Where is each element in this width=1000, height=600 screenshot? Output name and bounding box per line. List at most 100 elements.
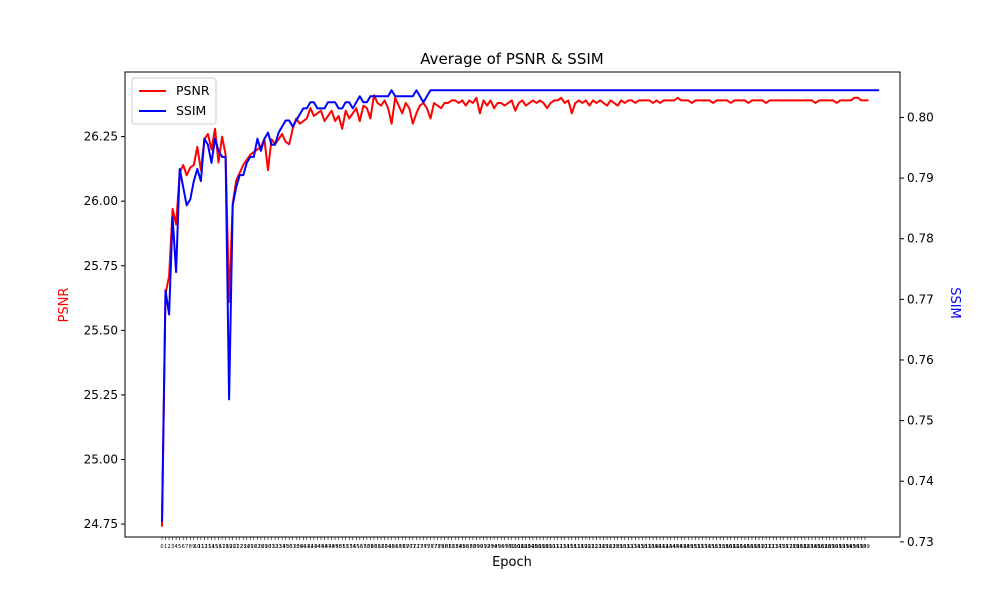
x-tick-label: 54 bbox=[350, 544, 356, 550]
right-y-tick-label: 0.80 bbox=[907, 110, 934, 124]
x-tick-label: 147 bbox=[677, 544, 687, 550]
x-tick-label: 170 bbox=[758, 544, 768, 550]
left-y-tick-label: 25.25 bbox=[84, 388, 118, 402]
x-tick-label: 3 bbox=[171, 544, 174, 550]
x-tick-label: 174 bbox=[772, 544, 782, 550]
x-tick-label: 64 bbox=[385, 544, 391, 550]
x-tick-label: 49 bbox=[332, 544, 338, 550]
x-tick-label: 118 bbox=[574, 544, 584, 550]
legend-label-psnr: PSNR bbox=[176, 83, 210, 98]
x-tick-label: 172 bbox=[765, 544, 775, 550]
x-tick-label: 68 bbox=[399, 544, 405, 550]
left-y-tick-label: 26.00 bbox=[84, 194, 118, 208]
x-tick-label: 65 bbox=[388, 544, 394, 550]
x-tick-label: 23 bbox=[240, 544, 246, 550]
x-tick-label: 191 bbox=[832, 544, 842, 550]
x-tick-label: 67 bbox=[396, 544, 402, 550]
x-tick-label: 100 bbox=[510, 544, 520, 550]
x-tick-label: 34 bbox=[279, 544, 285, 550]
x-tick-label: 183 bbox=[804, 544, 814, 550]
x-tick-label: 9 bbox=[192, 544, 195, 550]
x-tick-label: 112 bbox=[553, 544, 563, 550]
right-y-tick-label: 0.77 bbox=[907, 292, 934, 306]
x-tick-label: 139 bbox=[648, 544, 658, 550]
x-tick-label: 108 bbox=[539, 544, 549, 550]
x-tick-label: 26 bbox=[251, 544, 257, 550]
right-y-tick-label: 0.74 bbox=[907, 474, 934, 488]
plot-frame-layer bbox=[124, 71, 901, 538]
legend: PSNR SSIM bbox=[131, 77, 217, 125]
x-tick-label: 194 bbox=[843, 544, 853, 550]
x-tick-label: 135 bbox=[634, 544, 644, 550]
x-tick-label: 85 bbox=[459, 544, 465, 550]
x-tick-label: 16 bbox=[215, 544, 221, 550]
x-tick-label: 138 bbox=[645, 544, 655, 550]
x-tick-label: 8 bbox=[189, 544, 192, 550]
x-tick-label: 45 bbox=[318, 544, 324, 550]
x-tick-label: 59 bbox=[367, 544, 373, 550]
x-tick-label: 154 bbox=[701, 544, 711, 550]
x-tick-label: 32 bbox=[272, 544, 278, 550]
x-tick-label: 184 bbox=[807, 544, 817, 550]
x-tick-label: 195 bbox=[846, 544, 856, 550]
x-tick-label: 96 bbox=[498, 544, 504, 550]
x-tick-label: 91 bbox=[480, 544, 486, 550]
x-tick-label: 51 bbox=[339, 544, 345, 550]
x-tick-label: 17 bbox=[219, 544, 225, 550]
x-tick-label: 6 bbox=[182, 544, 185, 550]
x-tick-label: 25 bbox=[247, 544, 253, 550]
x-tick-label: 71 bbox=[410, 544, 416, 550]
left-y-axis: 24.75 25.00 25.25 25.50 25.75 26.00 26.25 bbox=[84, 130, 125, 531]
right-y-axis: 0.73 0.74 0.75 0.76 0.77 0.78 0.79 0.80 bbox=[900, 110, 934, 549]
x-tick-label: 126 bbox=[602, 544, 612, 550]
x-tick-label: 86 bbox=[463, 544, 469, 550]
x-tick-label: 158 bbox=[715, 544, 725, 550]
x-tick-label: 53 bbox=[346, 544, 352, 550]
x-tick-label: 4 bbox=[175, 544, 178, 550]
x-tick-label: 48 bbox=[328, 544, 334, 550]
x-tick-label: 168 bbox=[751, 544, 761, 550]
x-tick-label: 185 bbox=[811, 544, 821, 550]
right-y-tick-label: 0.73 bbox=[907, 535, 934, 549]
left-y-tick-label: 25.75 bbox=[84, 259, 118, 273]
x-tick-label: 159 bbox=[719, 544, 729, 550]
x-tick-label: 89 bbox=[473, 544, 479, 550]
left-y-axis-label: PSNR bbox=[57, 288, 72, 323]
x-tick-label: 60 bbox=[371, 544, 377, 550]
x-tick-label: 77 bbox=[431, 544, 437, 550]
x-tick-label: 52 bbox=[343, 544, 349, 550]
x-tick-label: 107 bbox=[535, 544, 545, 550]
x-tick-label: 175 bbox=[775, 544, 785, 550]
x-tick-label: 14 bbox=[208, 544, 214, 550]
x-tick-label: 178 bbox=[786, 544, 796, 550]
x-tick-label: 153 bbox=[698, 544, 708, 550]
x-tick-label: 93 bbox=[487, 544, 493, 550]
x-tick-label: 2 bbox=[167, 544, 170, 550]
x-tick-label: 10 bbox=[194, 544, 200, 550]
x-tick-label: 152 bbox=[694, 544, 704, 550]
right-y-axis-label: SSIM bbox=[947, 287, 962, 319]
x-tick-label: 119 bbox=[578, 544, 588, 550]
x-tick-label: 90 bbox=[477, 544, 483, 550]
x-tick-label: 109 bbox=[542, 544, 552, 550]
x-tick-label: 133 bbox=[627, 544, 637, 550]
x-tick-label: 33 bbox=[275, 544, 281, 550]
series-layer bbox=[161, 89, 880, 527]
x-tick-label: 131 bbox=[620, 544, 630, 550]
x-tick-label: 102 bbox=[518, 544, 528, 550]
x-tick-label: 106 bbox=[532, 544, 542, 550]
x-tick-label: 111 bbox=[549, 544, 559, 550]
x-tick-label: 79 bbox=[438, 544, 444, 550]
x-tick-label: 120 bbox=[581, 544, 591, 550]
x-tick-label: 192 bbox=[835, 544, 845, 550]
x-tick-label: 57 bbox=[360, 544, 366, 550]
x-tick-label: 20 bbox=[229, 544, 235, 550]
x-tick-label: 128 bbox=[609, 544, 619, 550]
x-tick-label: 40 bbox=[300, 544, 306, 550]
x-tick-label: 164 bbox=[737, 544, 747, 550]
x-tick-label: 1 bbox=[164, 544, 167, 550]
right-y-tick-label: 0.75 bbox=[907, 414, 934, 428]
series-line-ssim bbox=[161, 89, 880, 522]
x-tick-label: 181 bbox=[797, 544, 807, 550]
